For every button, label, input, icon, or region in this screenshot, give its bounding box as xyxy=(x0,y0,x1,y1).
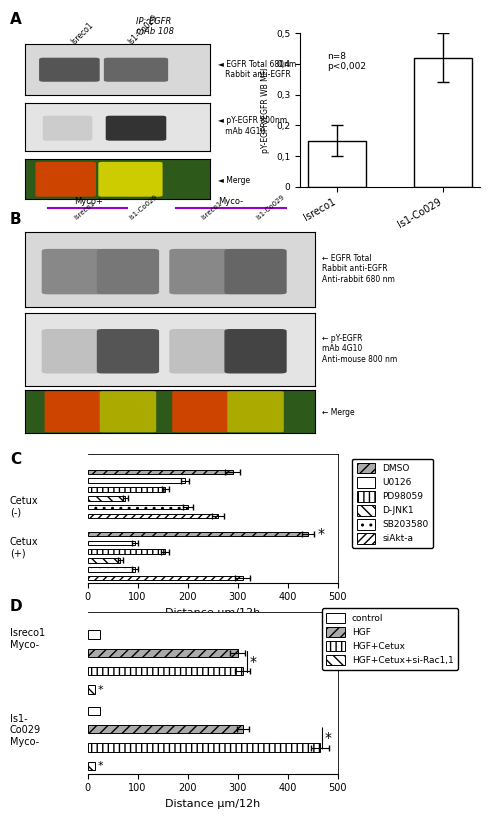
Bar xyxy=(88,514,218,518)
Text: C: C xyxy=(10,452,21,466)
Bar xyxy=(308,140,366,187)
FancyBboxPatch shape xyxy=(170,330,231,373)
Text: Isreco1
Myco-: Isreco1 Myco- xyxy=(10,628,45,650)
Text: Myco+: Myco+ xyxy=(74,198,103,207)
Bar xyxy=(414,58,472,187)
Text: ◄ Merge: ◄ Merge xyxy=(218,176,250,184)
Text: D: D xyxy=(10,599,22,614)
FancyBboxPatch shape xyxy=(228,392,283,432)
Bar xyxy=(88,649,238,657)
Y-axis label: pY-EGFR/EGFR WB MFI: pY-EGFR/EGFR WB MFI xyxy=(262,67,270,153)
Text: Is1-
Co029
Myco-: Is1- Co029 Myco- xyxy=(10,714,41,747)
Text: Is1-Co029: Is1-Co029 xyxy=(127,13,160,46)
Text: ← Merge: ← Merge xyxy=(322,408,355,417)
Bar xyxy=(88,567,135,572)
Text: ◄ EGFR Total 680nm
   Rabbit anti-EGFR: ◄ EGFR Total 680nm Rabbit anti-EGFR xyxy=(218,60,296,80)
Text: Is1-Co029: Is1-Co029 xyxy=(256,194,286,221)
FancyBboxPatch shape xyxy=(100,392,156,432)
Text: ◄ pY-EGFR 800nm
   mAb 4G10: ◄ pY-EGFR 800nm mAb 4G10 xyxy=(218,116,286,136)
Text: A: A xyxy=(10,12,22,27)
Text: Is1-Co029: Is1-Co029 xyxy=(128,194,158,221)
FancyBboxPatch shape xyxy=(173,392,228,432)
Text: Cetux
(-): Cetux (-) xyxy=(10,496,38,517)
Text: B: B xyxy=(10,212,22,227)
FancyBboxPatch shape xyxy=(42,250,104,294)
FancyBboxPatch shape xyxy=(170,250,231,294)
FancyBboxPatch shape xyxy=(98,330,158,373)
FancyBboxPatch shape xyxy=(42,330,104,373)
Text: Myco-: Myco- xyxy=(218,198,244,207)
X-axis label: Distance μm/12h: Distance μm/12h xyxy=(165,798,260,809)
Legend: control, HGF, HGF+Cetux, HGF+Cetux+si-Rac1,1: control, HGF, HGF+Cetux, HGF+Cetux+si-Ra… xyxy=(322,608,458,670)
Bar xyxy=(88,478,185,483)
FancyBboxPatch shape xyxy=(104,58,168,81)
FancyBboxPatch shape xyxy=(46,392,100,432)
FancyBboxPatch shape xyxy=(99,163,162,196)
Bar xyxy=(88,576,242,580)
Bar xyxy=(88,549,165,554)
Bar xyxy=(88,667,242,676)
Text: *: * xyxy=(98,685,103,695)
Text: IP: EGFR
mAb 108: IP: EGFR mAb 108 xyxy=(136,17,174,37)
FancyBboxPatch shape xyxy=(225,250,286,294)
Text: *: * xyxy=(318,527,324,541)
FancyBboxPatch shape xyxy=(98,250,158,294)
FancyBboxPatch shape xyxy=(106,116,166,140)
Bar xyxy=(88,532,308,536)
Text: ← EGFR Total
Rabbit anti-EGFR
Anti-rabbit 680 nm: ← EGFR Total Rabbit anti-EGFR Anti-rabbi… xyxy=(322,254,396,284)
Text: ← pY-EGFR
mAb 4G10
Anti-mouse 800 nm: ← pY-EGFR mAb 4G10 Anti-mouse 800 nm xyxy=(322,334,398,364)
Bar xyxy=(88,631,100,639)
Text: *: * xyxy=(250,655,257,669)
Bar xyxy=(88,470,233,474)
X-axis label: Distance μm/12h: Distance μm/12h xyxy=(165,608,260,618)
Text: Isreco1: Isreco1 xyxy=(73,200,96,221)
Bar xyxy=(88,540,135,545)
Text: *: * xyxy=(98,761,103,771)
FancyBboxPatch shape xyxy=(36,163,96,196)
FancyBboxPatch shape xyxy=(225,330,286,373)
Bar xyxy=(88,559,120,563)
Bar xyxy=(88,487,165,491)
Bar xyxy=(88,707,100,715)
Text: n=8
p<0,002: n=8 p<0,002 xyxy=(327,51,366,71)
Bar xyxy=(88,725,242,734)
Bar xyxy=(88,744,320,752)
FancyBboxPatch shape xyxy=(40,58,99,81)
Bar xyxy=(88,496,125,500)
Bar xyxy=(88,686,95,694)
Text: Isreco1: Isreco1 xyxy=(70,21,95,46)
Text: *: * xyxy=(325,731,332,745)
Bar xyxy=(88,762,95,770)
Bar xyxy=(88,505,188,510)
FancyBboxPatch shape xyxy=(44,116,92,140)
Legend: DMSO, U0126, PD98059, D-JNK1, SB203580, siAkt-a: DMSO, U0126, PD98059, D-JNK1, SB203580, … xyxy=(352,458,433,548)
Text: Cetux
(+): Cetux (+) xyxy=(10,537,38,559)
Text: Isreco1: Isreco1 xyxy=(200,200,224,221)
